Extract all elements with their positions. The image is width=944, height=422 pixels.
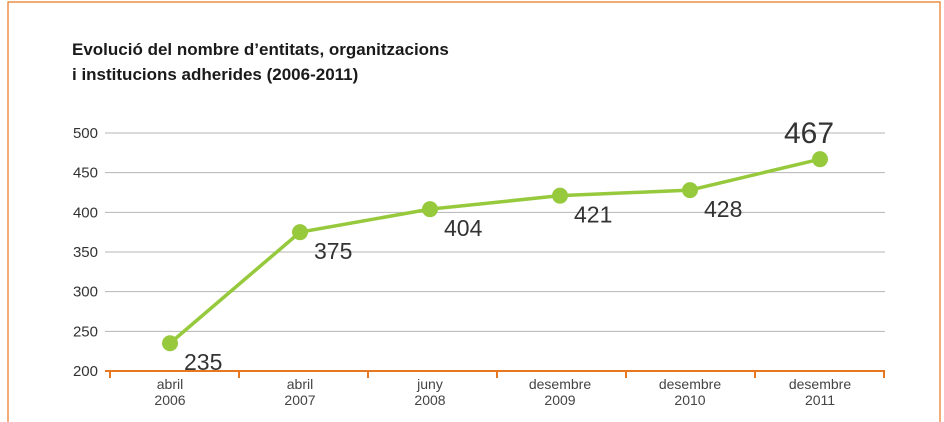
- y-tick-label: 350: [73, 244, 98, 261]
- y-tick-label: 450: [73, 165, 98, 182]
- line: [168, 157, 821, 345]
- chart-title: i institucions adherides (2006-2011): [72, 65, 358, 84]
- x-tick-label: abril 2006: [154, 376, 185, 408]
- y-tick-label: 200: [73, 363, 98, 380]
- value-label: 428: [704, 196, 742, 222]
- value-label: 467: [784, 117, 834, 150]
- marker: [422, 201, 438, 218]
- value-label: 235: [184, 349, 222, 375]
- value-label: 375: [314, 238, 352, 264]
- marker: [552, 187, 568, 204]
- y-tick-label: 500: [73, 125, 98, 142]
- marker: [292, 224, 308, 241]
- x-tick-label: abril 2007: [284, 376, 315, 408]
- x-tick-label: desembre 2010: [659, 376, 721, 408]
- frame: [7, 1, 941, 422]
- x-tick-label: juny 2008: [414, 376, 445, 408]
- x-tick-label: desembre 2009: [529, 376, 591, 408]
- x-tick-label: desembre 2011: [789, 376, 851, 408]
- marker: [812, 151, 828, 168]
- value-label: 421: [574, 202, 612, 228]
- y-tick-label: 300: [73, 284, 98, 301]
- marker: [682, 182, 698, 199]
- marker: [162, 335, 178, 352]
- y-tick-label: 400: [73, 204, 98, 221]
- chart-title: Evolució del nombre d’entitats, organitz…: [72, 40, 449, 59]
- value-label: 404: [444, 215, 483, 241]
- y-tick-label: 250: [73, 323, 98, 340]
